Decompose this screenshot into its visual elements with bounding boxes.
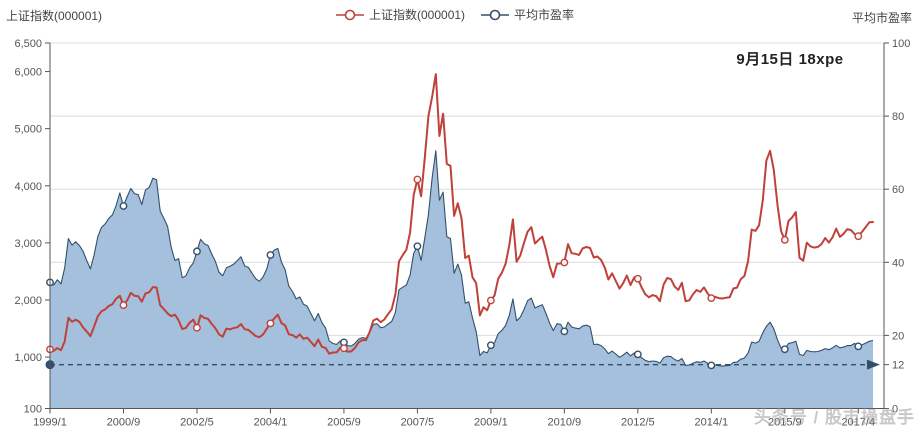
pe-marker [486, 341, 495, 350]
right-axis-title: 平均市盈率 [851, 11, 912, 25]
pe-marker [119, 202, 128, 210]
x-axis-tick-label: 2000/9 [107, 417, 141, 429]
x-axis-tick-label: 2012/5 [621, 417, 655, 429]
legend: 上证指数(000001) 平均市盈率 [336, 6, 574, 23]
left-axis-title: 上证指数(000001) [6, 9, 103, 23]
right-axis-tick-label: 20 [892, 330, 904, 342]
left-axis-tick-label: 1,000 [14, 352, 42, 364]
right-axis-tick-label: 0 [892, 404, 898, 416]
right-axis-tick-label: 80 [892, 111, 904, 123]
sse-marker [486, 296, 495, 305]
sse-marker [707, 294, 716, 303]
left-axis-tick-label: 4,000 [14, 181, 42, 193]
watermark: 头条号 / 股市操盘手 [753, 408, 915, 427]
sse-line [49, 73, 874, 355]
sse-marker [780, 235, 789, 244]
pe-marker [854, 342, 863, 351]
pe-line [49, 150, 874, 367]
sse-marker [193, 323, 201, 332]
x-axis-tick-label: 2009/1 [474, 417, 508, 429]
left-axis-tick-label: 5,000 [14, 124, 42, 136]
pe-marker [560, 327, 569, 336]
pe-marker [193, 247, 201, 256]
legend-item-avg-pe[interactable]: 平均市盈率 [481, 6, 574, 23]
x-axis-tick-label: 2005/9 [327, 417, 361, 429]
x-axis-tick-label: 1999/1 [33, 417, 67, 429]
right-axis-tick-label: 40 [892, 257, 904, 269]
left-axis-tick-label: 2,000 [14, 295, 42, 307]
x-axis-tick-label: 2002/5 [180, 417, 214, 429]
line-circle-marker-icon [481, 9, 510, 20]
x-axis-tick-label: 2015/9 [768, 417, 802, 429]
sse-marker [266, 319, 275, 328]
pe-marker [707, 361, 716, 370]
legend-item-sse-index[interactable]: 上证指数(000001) [336, 6, 465, 23]
x-axis-tick-label: 2014/1 [694, 417, 728, 429]
x-axis-tick-label: 2010/9 [548, 417, 582, 429]
legend-label-sse-index: 上证指数(000001) [369, 8, 466, 22]
left-axis-tick-label: 3,000 [14, 238, 42, 250]
reference-line-arrow-icon [866, 359, 880, 370]
sse-marker [340, 344, 348, 353]
pe-marker [633, 350, 642, 359]
left-axis-tick-label: 6,000 [14, 67, 42, 79]
x-axis-tick-label: 2004/1 [254, 417, 288, 429]
sse-marker [413, 175, 422, 184]
x-axis-tick-label: 2017/4 [841, 417, 875, 429]
x-axis-tick-label: 2007/5 [401, 417, 435, 429]
date-pe-annotation: 9月15日 18xpe [736, 51, 844, 68]
sse-marker [119, 301, 128, 310]
right-axis-tick-label: 12 [892, 360, 904, 372]
sse-marker [560, 258, 569, 267]
right-axis-tick-label: 60 [892, 184, 904, 196]
pe-marker [413, 242, 422, 251]
sse-marker [633, 274, 642, 283]
pe-marker [266, 251, 275, 259]
pe-marker [780, 345, 789, 354]
left-axis-tick-label: 6,500 [14, 38, 42, 50]
left-axis-tick-label: 100 [24, 404, 42, 416]
pe-area [50, 150, 873, 409]
legend-label-avg-pe: 平均市盈率 [514, 8, 575, 22]
line-circle-marker-icon [336, 9, 364, 20]
sse-marker [854, 232, 863, 241]
right-axis-tick-label: 100 [892, 38, 910, 50]
